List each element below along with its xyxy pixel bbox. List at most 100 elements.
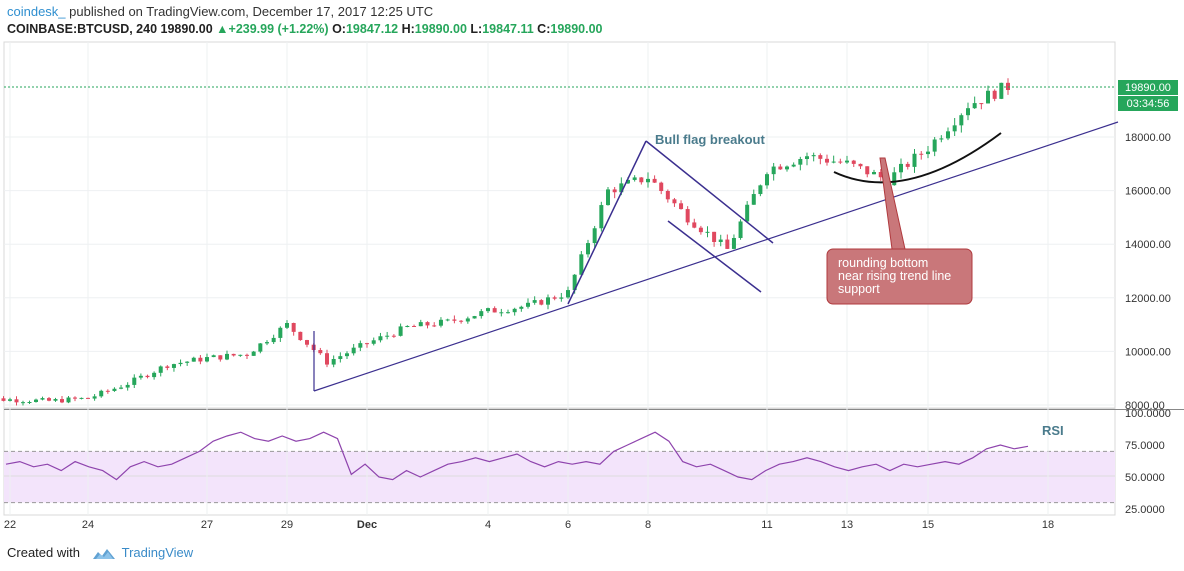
candle-body: [53, 399, 58, 401]
candle-body: [185, 361, 190, 363]
rising-trend-line[interactable]: [313, 121, 1119, 392]
candle-body: [405, 325, 410, 327]
tradingview-link[interactable]: TradingView: [121, 545, 194, 560]
candle-body: [21, 402, 25, 404]
candle-body: [878, 172, 883, 178]
time-tick-label: 29: [281, 519, 293, 531]
bull-flag-label: Bull flag breakout: [655, 132, 765, 147]
candle-body: [765, 174, 769, 186]
callout-line-1: rounding bottom: [838, 256, 928, 270]
candle-body: [86, 397, 90, 399]
candle-body: [552, 297, 557, 299]
candle-body: [872, 172, 876, 175]
candle-body: [926, 151, 930, 155]
candle-body: [425, 322, 430, 326]
candle-body: [639, 177, 644, 183]
time-tick-label: 11: [761, 519, 772, 531]
candle-body: [972, 103, 977, 109]
candle-body: [811, 155, 816, 157]
candle-body: [8, 399, 12, 401]
candle-body: [40, 398, 45, 400]
candle-body: [231, 353, 236, 356]
candle-body: [612, 189, 617, 193]
candle-body: [92, 396, 97, 399]
candle-body: [959, 115, 964, 126]
candle-body: [725, 239, 730, 249]
flag-pole-line[interactable]: [567, 140, 647, 305]
candle-body: [385, 335, 390, 337]
candle-body: [105, 390, 110, 392]
candle-body: [599, 205, 604, 229]
candle-body: [845, 160, 849, 163]
close-value: 19890.00: [550, 22, 603, 36]
open-value: 19847.12: [345, 22, 399, 36]
candle-body: [506, 312, 510, 314]
candle-body: [751, 194, 756, 205]
candle-body: [619, 183, 624, 193]
candle-body: [825, 158, 829, 163]
candle-body: [325, 353, 329, 365]
candle-body: [1, 398, 6, 401]
candle-body: [771, 166, 776, 175]
last-price-tag-text: 19890.00: [1125, 82, 1171, 94]
candle-body: [99, 390, 104, 397]
candle-body: [939, 138, 944, 140]
low-value: 19847.11: [482, 22, 534, 36]
candle-body: [452, 319, 457, 321]
time-tick-label: 8: [645, 519, 651, 531]
candle-body: [198, 357, 203, 362]
candle-body: [258, 343, 263, 352]
candle-body: [165, 366, 170, 368]
candle-body: [418, 322, 423, 327]
candle-body: [119, 387, 124, 389]
candle-body: [191, 357, 196, 362]
pane-divider[interactable]: [4, 409, 1184, 410]
candle-body: [919, 153, 924, 155]
candle-body: [378, 336, 383, 341]
candle-body: [218, 355, 223, 360]
candle-body: [285, 323, 289, 328]
candle-body: [445, 319, 450, 321]
candle-body: [712, 231, 717, 243]
candle-body: [158, 366, 163, 373]
publisher-name[interactable]: coindesk_: [7, 4, 66, 19]
candle-body: [205, 357, 209, 362]
candle-body: [278, 327, 283, 338]
candle-body: [358, 343, 363, 348]
candle-body: [171, 364, 176, 368]
candle-body: [519, 306, 524, 309]
rounding-bottom-curve[interactable]: [833, 132, 1002, 184]
candle-body: [932, 139, 937, 152]
price-axis: 8000.00 10000.00 12000.00 14000.00 16000.00 1…: [1125, 132, 1171, 412]
candle-body: [305, 340, 309, 345]
candle-body: [145, 375, 150, 378]
flag-lower-line[interactable]: [667, 220, 762, 293]
candle-body: [672, 199, 677, 204]
candle-body: [626, 179, 630, 184]
candle-body: [365, 343, 369, 345]
time-tick-label: 27: [201, 519, 213, 531]
candle-body: [245, 354, 249, 356]
candle-body: [398, 326, 403, 336]
candle-body: [14, 399, 19, 403]
candle-body: [785, 166, 789, 170]
candle-body: [479, 311, 484, 317]
candle-body: [992, 90, 997, 99]
time-tick-label: 22: [4, 519, 16, 531]
candle-body: [745, 204, 750, 222]
last-price: 19890.00: [160, 22, 213, 36]
price-tick-label: 12000.00: [1125, 293, 1171, 305]
time-tick-label: 15: [922, 519, 934, 531]
candle-body: [986, 90, 990, 104]
countdown-tag: [1118, 96, 1178, 111]
price-pane[interactable]: [3, 41, 1116, 409]
candle-body: [211, 355, 216, 358]
rsi-tick-label: 50.0000: [1125, 472, 1165, 484]
rsi-label: RSI: [1042, 423, 1064, 438]
publish-info: coindesk_ published on TradingView.com, …: [7, 4, 433, 19]
countdown-tag-text: 03:34:56: [1127, 98, 1170, 110]
candle-body: [559, 297, 564, 299]
candle-body: [659, 182, 664, 191]
flag-upper-line[interactable]: [645, 140, 774, 244]
